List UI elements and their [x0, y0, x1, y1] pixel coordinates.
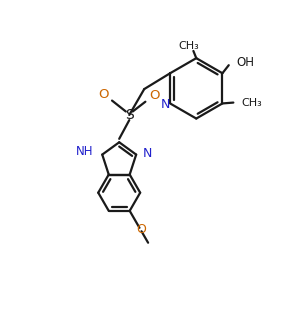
Text: CH₃: CH₃ — [241, 98, 262, 108]
Text: O: O — [149, 89, 159, 103]
Text: O: O — [136, 223, 146, 236]
Text: O: O — [98, 88, 109, 101]
Text: OH: OH — [236, 56, 254, 69]
Text: NH: NH — [76, 145, 94, 158]
Text: CH₃: CH₃ — [179, 41, 199, 51]
Text: S: S — [125, 108, 134, 122]
Text: N: N — [143, 147, 152, 160]
Text: N: N — [160, 98, 170, 111]
